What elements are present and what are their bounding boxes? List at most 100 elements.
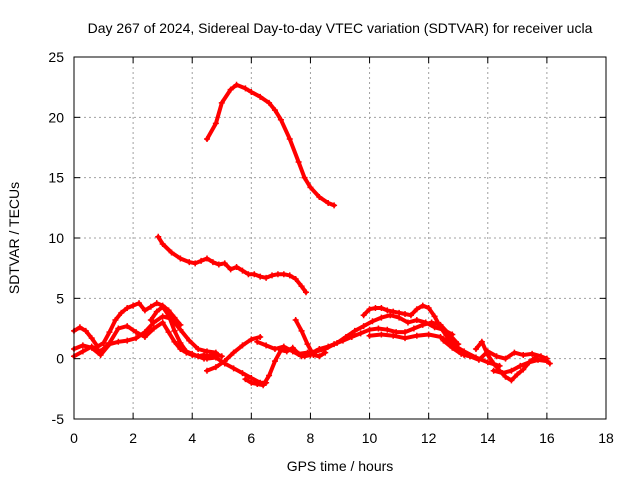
data-point (266, 99, 273, 106)
data-point (248, 379, 255, 386)
y-tick-label: 20 (48, 109, 64, 125)
data-point (413, 306, 420, 313)
data-point (133, 329, 140, 336)
y-axis-label: SDTVAR / TECUs (6, 182, 22, 294)
data-point (393, 329, 400, 336)
data-point (369, 318, 376, 325)
data-point (502, 355, 509, 362)
data-point (366, 326, 373, 333)
data-point (100, 339, 107, 346)
data-point (76, 324, 83, 331)
data-point (437, 333, 444, 340)
data-point (242, 85, 249, 92)
data-point (159, 241, 166, 248)
data-point (449, 344, 456, 351)
chart-title: Day 267 of 2024, Sidereal Day-to-day VTE… (88, 20, 593, 36)
data-point (508, 377, 515, 384)
series-arc-m (440, 337, 550, 363)
data-point (115, 325, 122, 332)
data-point (303, 289, 310, 296)
data-point (165, 329, 172, 336)
x-tick-label: 16 (539, 430, 555, 446)
series-track (205, 355, 269, 385)
data-point (112, 317, 119, 324)
data-point (478, 338, 485, 345)
data-point (280, 343, 287, 350)
data-point (357, 330, 364, 337)
data-point (351, 327, 358, 334)
x-tick-label: 6 (247, 430, 255, 446)
x-tick-label: 2 (129, 430, 137, 446)
data-point (165, 312, 172, 319)
x-tick-label: 18 (598, 430, 614, 446)
data-point (514, 371, 521, 378)
data-point (245, 271, 252, 278)
data-point (322, 346, 329, 353)
x-tick-label: 8 (307, 430, 315, 446)
data-point (88, 343, 95, 350)
data-point (212, 120, 219, 127)
data-point (141, 333, 148, 340)
data-point (150, 325, 157, 332)
data-point (475, 356, 482, 363)
data-point (88, 335, 95, 342)
data-point (280, 271, 287, 278)
data-point (384, 326, 391, 333)
data-point (419, 302, 426, 309)
data-point (304, 341, 311, 348)
data-point (325, 200, 332, 207)
data-point (419, 321, 426, 328)
data-point (484, 352, 491, 359)
data-point (269, 272, 276, 279)
data-point (248, 336, 255, 343)
data-point (233, 263, 240, 270)
data-point (443, 332, 450, 339)
data-point (177, 255, 184, 262)
data-point (212, 364, 219, 371)
data-point (378, 331, 385, 338)
data-point (313, 348, 320, 355)
data-point (508, 367, 515, 374)
data-point (437, 324, 444, 331)
series-arc-f (204, 333, 264, 374)
x-tick-label: 0 (70, 430, 78, 446)
data-point (168, 249, 175, 256)
data-point (295, 158, 302, 165)
data-point (183, 348, 190, 355)
data-point (263, 274, 270, 281)
data-point (221, 260, 228, 267)
data-point (301, 174, 308, 181)
data-point (195, 346, 202, 353)
data-point (260, 382, 267, 389)
data-point (171, 327, 178, 334)
data-point (186, 259, 193, 266)
data-point (215, 261, 222, 268)
series-arc-l (366, 331, 503, 369)
data-point (106, 329, 113, 336)
data-point (298, 283, 305, 290)
data-point (402, 329, 409, 336)
data-point (286, 272, 293, 279)
data-point (242, 376, 249, 383)
data-point (520, 352, 527, 359)
data-point (153, 308, 160, 315)
data-point (124, 337, 131, 344)
data-point (136, 300, 143, 307)
series-arc-high (204, 81, 338, 209)
data-point (212, 354, 219, 361)
data-point (490, 367, 497, 374)
x-tick-label: 10 (362, 430, 378, 446)
data-point (375, 325, 382, 332)
data-point (177, 339, 184, 346)
data-point (82, 327, 89, 334)
data-point (248, 88, 255, 95)
data-point (295, 350, 302, 357)
data-point (106, 339, 113, 346)
data-point (230, 349, 237, 356)
data-point (192, 260, 199, 267)
data-point (472, 346, 479, 353)
data-point (251, 271, 258, 278)
data-point (484, 359, 491, 366)
data-point (348, 333, 355, 340)
data-point (390, 308, 397, 315)
